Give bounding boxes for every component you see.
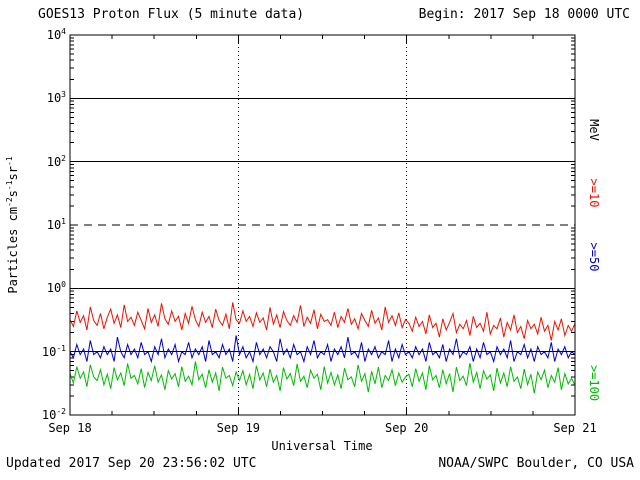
y-tick-label-10e0: 100 [46, 280, 66, 296]
right-label-MeV: MeV [587, 119, 601, 141]
flux-trace-gte10 [69, 302, 576, 341]
right-label-100: >=100 [587, 365, 601, 402]
y-tick-label-10e-1: 10-1 [41, 343, 66, 359]
plot-frame [69, 34, 576, 416]
y-tick-label-10e2: 102 [46, 153, 66, 169]
y-tick-label-10e-2: 10-2 [41, 407, 66, 422]
x-tick-label: Sep 18 [48, 421, 92, 435]
x-tick-label: Sep 19 [216, 421, 261, 435]
y-axis-label: Particles cm-2s-1sr-1 [5, 156, 20, 294]
y-tick-label-10e3: 103 [46, 90, 66, 106]
begin-timestamp: Begin: 2017 Sep 18 0000 UTC [418, 7, 630, 22]
right-label-50: >=50 [587, 242, 601, 272]
flux-trace-gte50 [69, 335, 576, 364]
y-tick-label-10e1: 101 [46, 217, 66, 232]
y-tick-label-10e4: 104 [46, 27, 66, 42]
updated-timestamp: Updated 2017 Sep 20 23:56:02 UTC [6, 456, 257, 471]
x-tick-label: Sep 20 [384, 421, 429, 435]
plot-title: GOES13 Proton Flux (5 minute data) [38, 7, 305, 22]
flux-trace-gte100 [69, 361, 576, 394]
x-axis-label: Universal Time [271, 439, 373, 453]
right-label-10: >=10 [587, 178, 601, 208]
x-tick-label: Sep 21 [553, 421, 597, 435]
noaa-credit: NOAA/SWPC Boulder, CO USA [438, 456, 634, 471]
